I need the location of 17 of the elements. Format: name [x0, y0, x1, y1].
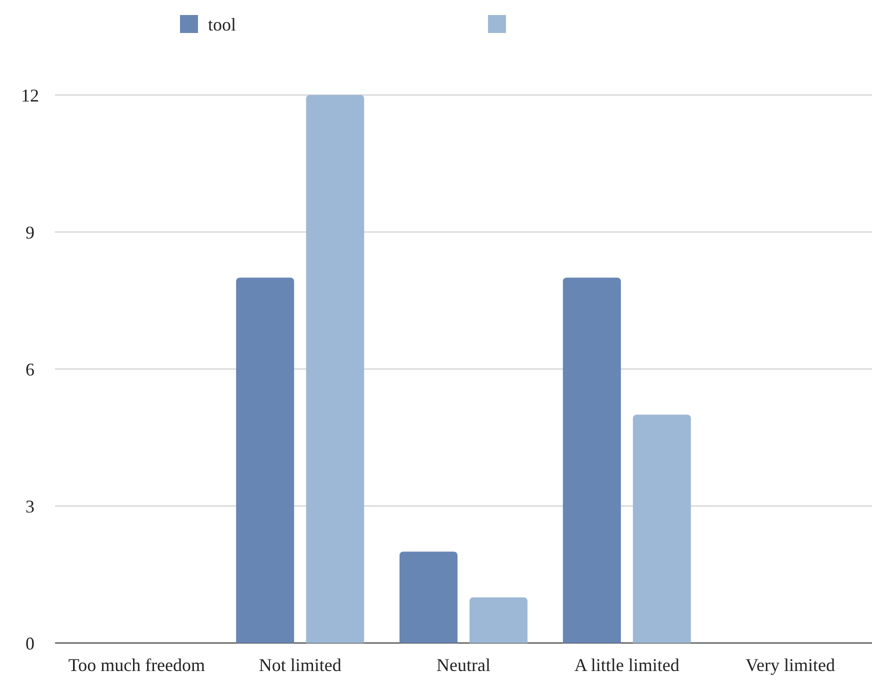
legend-label: tool: [208, 14, 236, 34]
x-tick-label: Very limited: [746, 655, 836, 675]
x-tick-label: A little limited: [574, 655, 680, 675]
x-tick-label: Too much freedom: [68, 655, 206, 675]
y-tick-label: 0: [26, 633, 34, 654]
bar: [562, 278, 621, 643]
y-tick-label: 9: [26, 222, 34, 242]
bar: [400, 552, 458, 643]
bar: [632, 414, 691, 643]
bar: [470, 597, 528, 643]
x-tick-label: Neutral: [436, 655, 490, 675]
x-tick-label: Not limited: [258, 655, 342, 675]
bar: [236, 278, 294, 643]
y-tick-label: 12: [21, 85, 39, 106]
y-tick-label: 3: [26, 496, 34, 516]
y-tick-label: 6: [26, 359, 34, 380]
bar: [306, 95, 364, 643]
